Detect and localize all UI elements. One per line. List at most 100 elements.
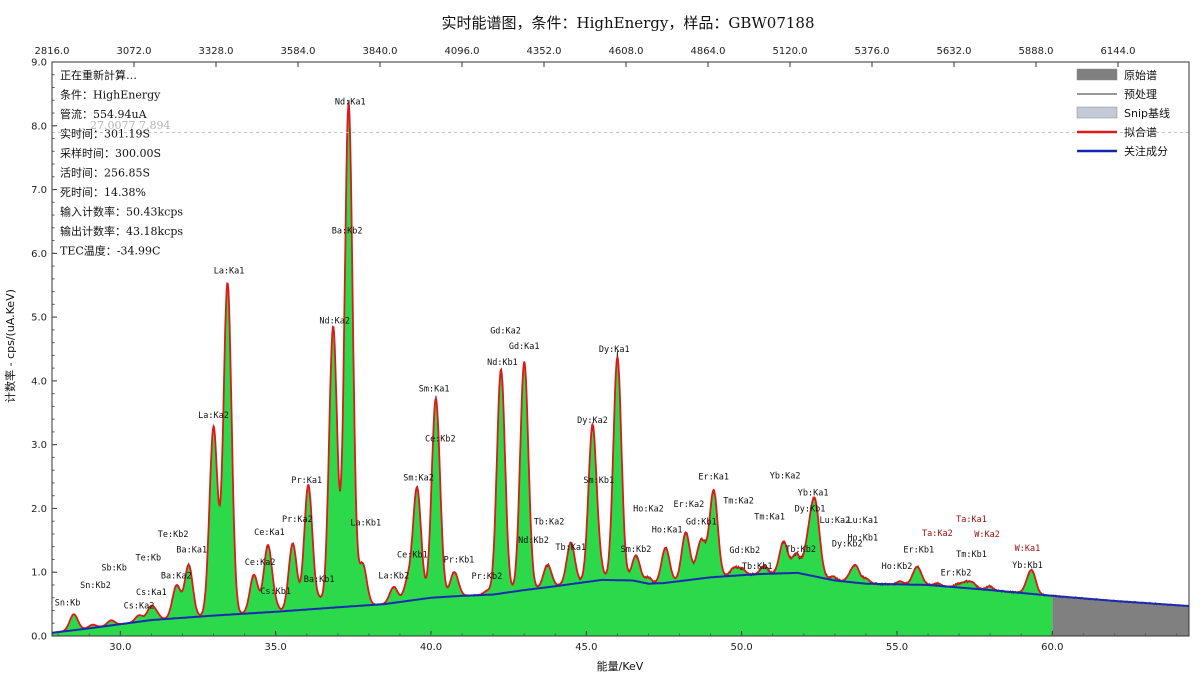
peak-label: Tb:Ka2: [534, 517, 565, 527]
y-tick-label: 1.0: [31, 568, 47, 579]
peak-label: Sn:Kb: [55, 598, 81, 608]
legend-label: Snip基线: [1124, 106, 1170, 120]
top-tick-label: 5120.0: [773, 46, 808, 57]
peak-label: Gd:Ka1: [509, 342, 540, 352]
peak-label: Tb:Kb2: [785, 545, 816, 555]
y-tick-label: 7.0: [31, 185, 47, 196]
y-axis-label: 计数率 - cps/(uA.KeV): [3, 289, 17, 403]
x-tick-label: 55.0: [886, 642, 908, 653]
peak-label: Yb:Ka2: [770, 471, 801, 481]
cursor-readout: 27.0077 7.894: [90, 119, 170, 132]
peak-label: Sm:Kb1: [583, 476, 614, 486]
y-tick-label: 8.0: [31, 121, 47, 132]
y-tick-label: 3.0: [31, 440, 47, 451]
peak-label: Dy:Kb1: [795, 505, 826, 515]
peak-label: Tm:Ka2: [723, 496, 754, 506]
top-tick-label: 6144.0: [1101, 46, 1136, 57]
legend-label: 预处理: [1124, 88, 1157, 101]
legend-label: 关注成分: [1124, 144, 1168, 158]
peak-label: Sm:Ka2: [403, 473, 434, 483]
top-tick-label: 4608.0: [609, 46, 644, 57]
x-axis-label: 能量/KeV: [597, 659, 644, 673]
x-tick-label: 40.0: [420, 642, 442, 653]
top-tick-label: 3072.0: [117, 46, 152, 57]
y-tick-label: 0.0: [31, 632, 47, 643]
peak-label: La:Kb1: [350, 519, 381, 529]
peak-label: Ho:Kb2: [882, 562, 913, 572]
peak-label: Ho:Ka1: [652, 526, 683, 536]
peak-label: Ba:Kb1: [304, 575, 335, 585]
top-tick-label: 5632.0: [937, 46, 972, 57]
status-line: 正在重新計算…: [60, 68, 137, 82]
peak-label: Ce:Ka1: [254, 528, 285, 538]
x-tick-label: 45.0: [575, 642, 597, 653]
peak-label: Ba:Ka1: [176, 545, 207, 555]
peak-label: Pr:Ka2: [282, 515, 313, 525]
peak-label: Ta:Ka2: [922, 529, 953, 539]
peak-label: Cs:Ka1: [136, 588, 167, 598]
peak-label: Yb:Kb1: [1012, 561, 1043, 571]
peak-label: Tm:Ka1: [754, 512, 785, 522]
peak-label: Ta:Ka1: [956, 515, 987, 525]
y-tick-label: 9.0: [31, 58, 47, 69]
x-tick-label: 60.0: [1041, 642, 1063, 653]
baseline-line: [51, 571, 1189, 634]
peak-label: W:Ka1: [1015, 544, 1041, 554]
peak-label: Nd:Kb1: [487, 358, 518, 368]
peak-label: Gd:Ka2: [490, 327, 521, 337]
status-line: 条件：HighEnergy: [60, 88, 161, 102]
legend-swatch: [1076, 68, 1118, 81]
y-tick-label: 5.0: [31, 313, 47, 324]
y-tick-label: 2.0: [31, 504, 47, 515]
peak-label: Cs:Ka2: [124, 602, 155, 612]
peak-label: Er:Ka2: [673, 500, 704, 510]
y-tick-label: 4.0: [31, 376, 47, 387]
peak-label: Tb:Ka1: [555, 543, 586, 553]
top-tick-label: 4352.0: [527, 46, 562, 57]
top-tick-label: 2816.0: [35, 46, 70, 57]
chart-title: 实时能谱图，条件：HighEnergy，样品：GBW07188: [441, 14, 814, 32]
status-line: TEC温度：-34.99C: [60, 244, 160, 258]
peak-label: Tb:Kb1: [742, 562, 773, 572]
top-tick-label: 4864.0: [691, 46, 726, 57]
peak-label: Sn:Kb2: [80, 581, 111, 591]
peak-label: Lu:Ka1: [847, 516, 878, 526]
x-tick-label: 50.0: [731, 642, 753, 653]
x-tick-label: 35.0: [265, 642, 287, 653]
status-line: 输入计数率：50.43kcps: [60, 205, 183, 219]
peak-label: Nd:Ka1: [335, 98, 366, 108]
peak-label: Ho:Ka2: [633, 505, 664, 515]
status-line: 输出计数率：43.18kcps: [60, 224, 183, 238]
peak-label: Te:Kb2: [158, 530, 189, 540]
peak-label: Tm:Kb1: [956, 550, 987, 560]
plot-frame: [51, 61, 1190, 637]
top-tick-label: 5888.0: [1019, 46, 1054, 57]
peak-label: Gd:Kb1: [686, 517, 717, 527]
top-tick-label: 4096.0: [445, 46, 480, 57]
top-tick-label: 3328.0: [199, 46, 234, 57]
peak-label: Yb:Ka1: [798, 489, 829, 499]
peak-label: Ba:Kb2: [332, 227, 363, 237]
raw-spectrum-area: [1052, 595, 1189, 636]
legend-label: 拟合谱: [1124, 125, 1157, 139]
peak-label: Pr:Kb2: [472, 572, 503, 582]
peak-label: Te:Kb: [136, 554, 162, 564]
top-tick-label: 3584.0: [281, 46, 316, 57]
peak-label: Nd:Kb2: [518, 536, 549, 546]
peak-label: Sm:Ka1: [419, 385, 450, 395]
peak-label: Sm:Kb2: [621, 545, 652, 555]
status-line: 死时间：14.38%: [60, 186, 146, 199]
peak-label: La:Kb2: [378, 572, 409, 582]
peak-label: Sb:Kb: [101, 563, 127, 573]
peak-label: Lu:Ka2: [819, 516, 850, 526]
peak-label: Ce:Kb1: [397, 551, 428, 561]
peak-label: Dy:Kb2: [832, 540, 863, 550]
peak-label: La:Ka2: [198, 411, 229, 421]
top-tick-label: 5376.0: [855, 46, 890, 57]
peak-label: Dy:Ka2: [577, 416, 608, 426]
peak-label: Pr:Ka1: [291, 476, 322, 486]
peak-label: W:Ka2: [974, 530, 1000, 540]
peak-label: Cs:Kb1: [260, 587, 291, 597]
